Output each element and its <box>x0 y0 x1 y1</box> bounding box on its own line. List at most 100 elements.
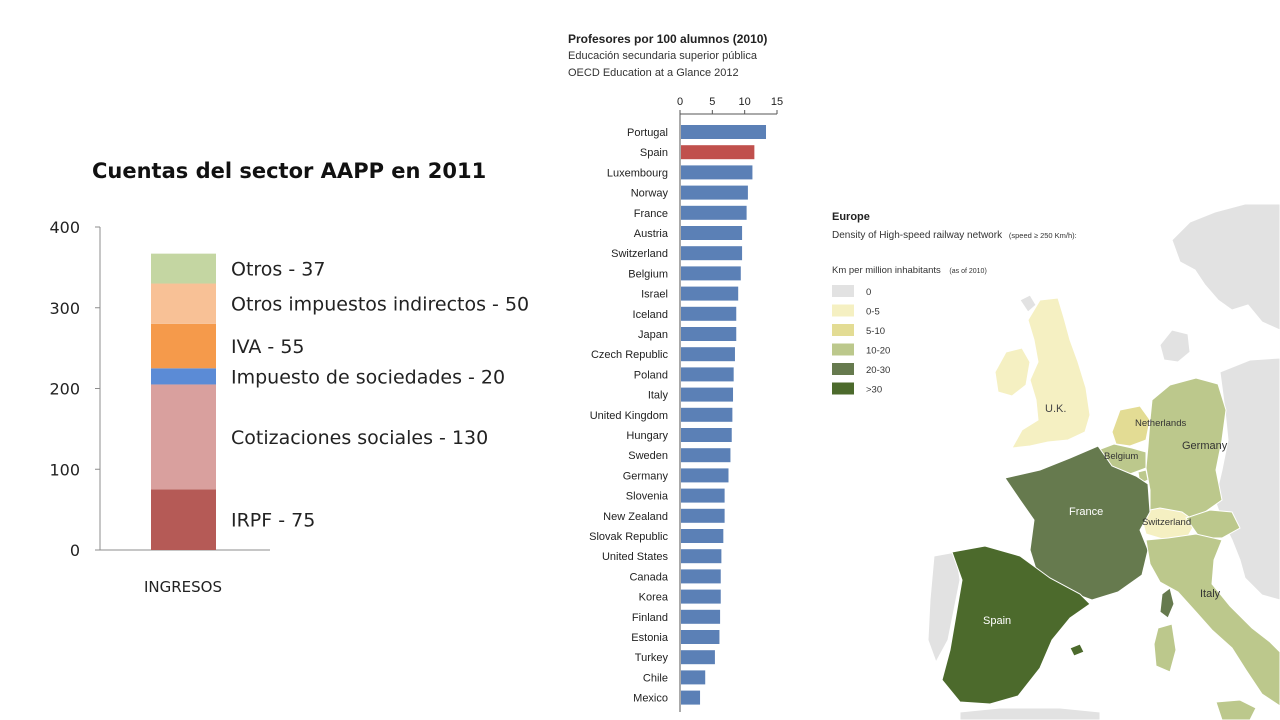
mid-category-label: Chile <box>643 672 668 684</box>
map-scandinavia <box>1171 203 1280 331</box>
map-legend-note: (as of 2010) <box>949 268 986 275</box>
map-spain <box>941 545 1091 705</box>
mid-x-tick-label: 5 <box>709 96 715 108</box>
mid-bar <box>681 145 755 160</box>
mid-bar <box>681 367 734 382</box>
mid-bar <box>681 428 732 442</box>
mid-category-label: Estonia <box>631 632 669 644</box>
mid-bar <box>681 549 722 564</box>
mid-bar <box>681 407 733 422</box>
mid-category-label: Switzerland <box>611 248 668 260</box>
map-country-label: Spain <box>983 615 1011 627</box>
mid-category-label: Slovenia <box>626 491 669 503</box>
mid-category-label: Norway <box>631 188 669 200</box>
mid-bar <box>681 226 743 240</box>
mid-bar <box>681 529 724 543</box>
map-legend: 0 0-5 5-10 10-20 20-30 >30 <box>832 285 890 396</box>
mid-bar <box>681 306 737 321</box>
map-country-label: Netherlands <box>1135 418 1186 429</box>
mid-bars <box>681 125 767 705</box>
map-sicily <box>1215 699 1257 720</box>
mid-category-label: Hungary <box>626 430 668 442</box>
mid-x-tick-label: 15 <box>771 96 783 108</box>
mid-bar <box>681 609 721 624</box>
mid-category-label: Sweden <box>628 450 668 462</box>
left-bar-segment <box>151 253 216 284</box>
left-segment-label: Otros - 37 <box>231 259 325 281</box>
map-country-labels: U.K. Netherlands Germany Belgium France Switz… <box>983 403 1228 627</box>
map-country-label: U.K. <box>1045 403 1066 415</box>
mid-category-label: Israel <box>641 289 668 301</box>
map-legend-swatch <box>832 324 854 336</box>
mid-category-label: Belgium <box>628 268 668 280</box>
mid-bar <box>681 185 748 200</box>
mid-category-label: Finland <box>632 612 668 624</box>
left-bar-segment <box>151 368 216 385</box>
left-y-tick-label: 400 <box>49 218 80 237</box>
mid-bar <box>681 125 767 139</box>
map-subtitle-note: (speed ≥ 250 Km/h): <box>1009 231 1077 240</box>
mid-bar <box>681 488 725 503</box>
mid-category-label: Turkey <box>635 652 669 664</box>
map-eastern-europe <box>1214 357 1280 601</box>
mid-bar <box>681 266 741 281</box>
left-y-tick-label: 100 <box>49 460 80 479</box>
map-title: Europe <box>832 211 870 223</box>
left-chart-title: Cuentas del sector AAPP en 2011 <box>92 159 486 183</box>
mid-category-label: Slovak Republic <box>589 531 668 543</box>
mid-bar <box>681 630 720 644</box>
mid-bar <box>681 165 753 180</box>
mid-chart-subtitle-1: Educación secundaria superior pública <box>568 50 758 62</box>
map-netherlands <box>1111 405 1151 447</box>
mid-bar <box>681 448 731 463</box>
europe-hsr-map: Europe Density of High-speed railway net… <box>832 200 1280 720</box>
left-stacked-bar <box>151 253 216 550</box>
map-country-label: Belgium <box>1104 451 1138 462</box>
left-category-label: INGRESOS <box>144 578 222 596</box>
mid-category-label: Spain <box>640 147 668 159</box>
mid-bar <box>681 286 739 301</box>
mid-bar <box>681 589 721 604</box>
map-country-label: Italy <box>1200 588 1221 600</box>
map-legend-label: >30 <box>866 385 882 396</box>
mid-x-tick-label: 0 <box>677 96 683 108</box>
mid-category-label: Iceland <box>633 309 668 321</box>
mid-category-label: Luxembourg <box>607 167 668 179</box>
mid-category-label: Italy <box>648 390 669 402</box>
map-legend-title: Km per million inhabitants (as of 2010) <box>832 265 987 276</box>
map-north-africa <box>959 707 1101 720</box>
left-bar-segment <box>151 323 216 369</box>
mid-bar <box>681 387 734 402</box>
map-legend-label: 10-20 <box>866 346 890 357</box>
left-segment-label: IVA - 55 <box>231 336 305 358</box>
mid-bar <box>681 246 743 261</box>
map-switzerland <box>1139 507 1197 541</box>
map-legend-label: 20-30 <box>866 365 890 376</box>
map-legend-swatch <box>832 304 854 317</box>
map-scotland-islands <box>1019 294 1037 313</box>
mid-category-label: Mexico <box>633 693 668 705</box>
left-y-tick-label: 0 <box>70 541 80 560</box>
mid-category-label: France <box>634 208 668 220</box>
mid-x-tick-label: 10 <box>739 96 751 108</box>
mid-category-label: Germany <box>623 470 669 482</box>
map-legend-label: 5-10 <box>866 326 885 337</box>
mid-bar <box>681 347 735 362</box>
map-ireland <box>994 347 1031 397</box>
left-segment-label: IRPF - 75 <box>231 510 315 532</box>
mid-bar <box>681 650 715 665</box>
mid-bar <box>681 670 706 685</box>
left-bar-segment <box>151 489 216 550</box>
map-country-label: France <box>1069 506 1103 518</box>
left-bar-segment <box>151 384 216 490</box>
left-bar-segment <box>151 283 216 324</box>
mid-bar <box>681 508 725 523</box>
map-legend-swatch <box>832 363 854 375</box>
mid-category-label: Korea <box>639 592 669 604</box>
map-subtitle: Density of High-speed railway network (s… <box>832 230 1077 241</box>
map-country-label: Germany <box>1182 440 1228 452</box>
map-denmark <box>1159 329 1191 363</box>
mid-category-label: Japan <box>638 329 668 341</box>
mid-bar <box>681 468 729 483</box>
